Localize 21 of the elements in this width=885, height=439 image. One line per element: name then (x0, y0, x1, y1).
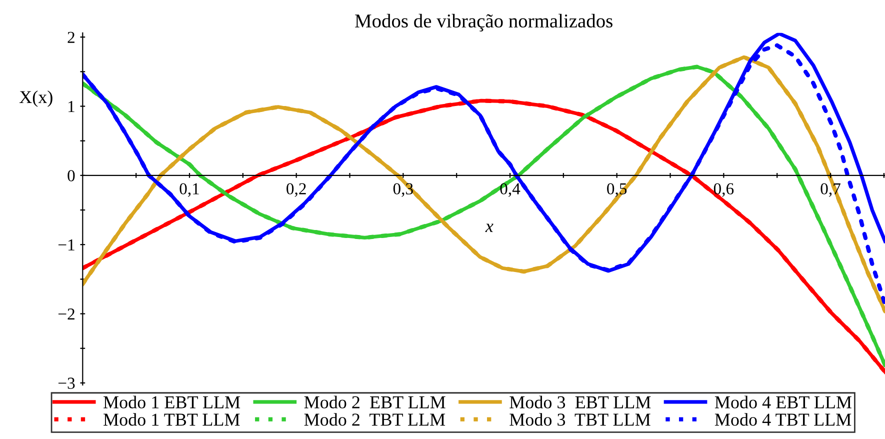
x-tick-label: 0,1 (180, 183, 199, 197)
x-axis-title: x (485, 224, 494, 232)
y-tick-label: 0 (68, 170, 75, 182)
y-axis-title: X(x) (19, 90, 52, 107)
y-tick-label: 1 (68, 101, 74, 112)
x-tick-label: 0,4 (500, 183, 520, 197)
y-tick-label: −1 (58, 239, 74, 250)
x-tick-label: 0,6 (714, 183, 734, 197)
legend-label: Modo 2 TBT LLM (304, 413, 446, 426)
y-tick-label: −3 (58, 378, 75, 389)
y-tick-label: −2 (58, 308, 74, 320)
legend-label: Modo 3 TBT LLM (510, 413, 650, 426)
y-tick-label: 2 (68, 32, 74, 43)
legend-label: Modo 2 EBT LLM (304, 396, 446, 408)
legend-label: Modo 1 EBT LLM (104, 396, 240, 408)
legend-label: Modo 4 EBT LLM (714, 396, 852, 408)
legend-label: Modo 3 EBT LLM (510, 396, 651, 408)
legend-label: Modo 4 TBT LLM (714, 413, 852, 426)
x-tick-label: 0,2 (286, 183, 306, 197)
chart-title: Modos de vibração normalizados (355, 14, 612, 32)
legend-label: Modo 1 TBT LLM (104, 413, 240, 426)
